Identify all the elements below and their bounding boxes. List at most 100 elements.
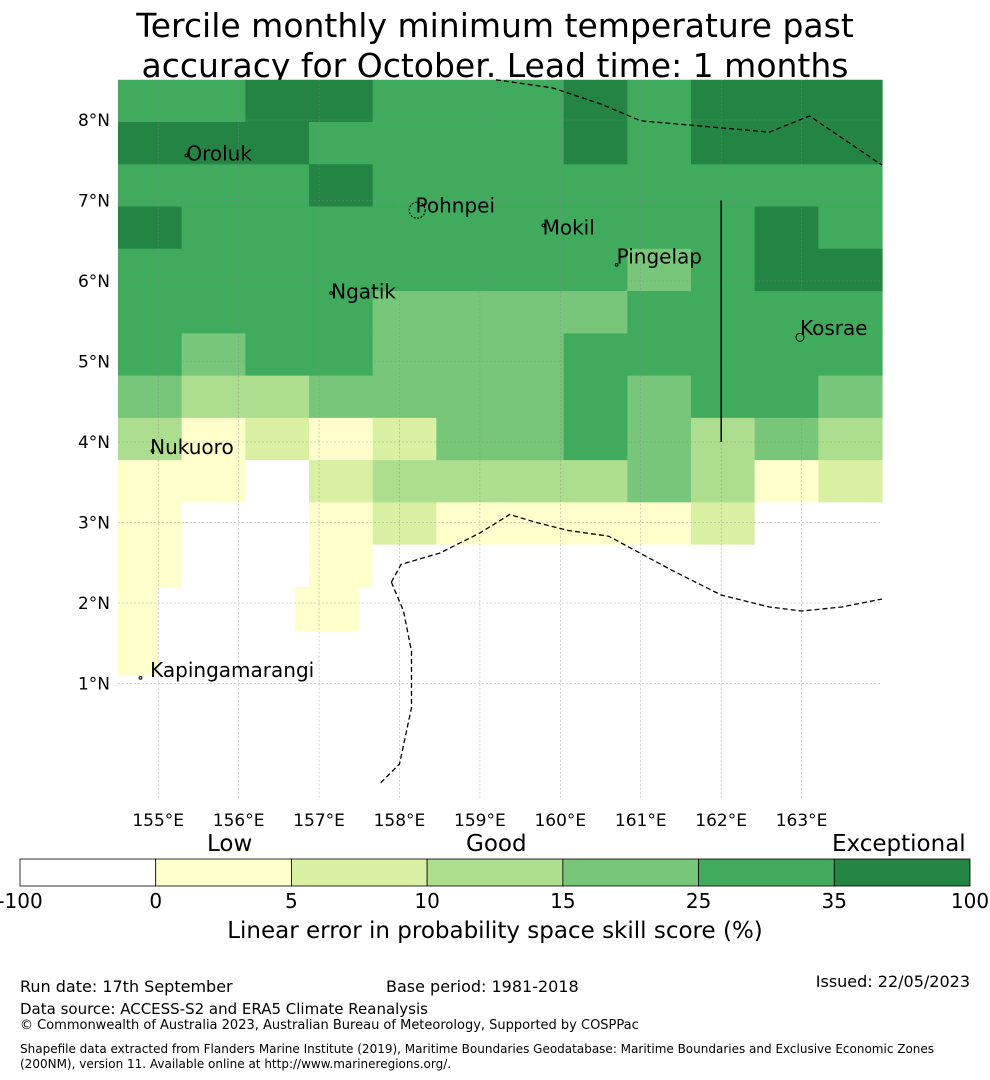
shapefile-credit: Shapefile data extracted from Flanders M…: [20, 1042, 935, 1071]
grid-cell: [563, 164, 628, 208]
grid-cell: [627, 375, 692, 419]
grid-cell: [436, 206, 501, 250]
grid-cell: [818, 206, 883, 250]
grid-cell: [563, 460, 628, 503]
grid-cell: [372, 291, 437, 334]
grid-cell: [627, 417, 692, 461]
latitude-tick-label: 8°N: [78, 111, 110, 131]
grid-cell: [181, 206, 246, 250]
grid-cell: [818, 375, 883, 419]
grid-cell: [309, 79, 374, 123]
copyright: © Commonwealth of Australia 2023, Austra…: [20, 1018, 639, 1033]
grid-cell: [245, 502, 310, 546]
grid-cell: [118, 375, 183, 419]
grid-cell: [118, 333, 183, 377]
grid-cell: [181, 291, 246, 334]
longitude-tick-label: 160°E: [534, 811, 586, 831]
grid-cell: [309, 502, 374, 546]
latitude-tick-label: 6°N: [78, 272, 110, 292]
grid-cell: [563, 291, 628, 334]
island-outline: [184, 153, 189, 158]
island-outline: [329, 291, 334, 295]
grid-cell: [691, 460, 756, 503]
grid-cell: [372, 164, 437, 208]
grid-cell: [245, 291, 310, 334]
legend-heading-low: Low: [207, 831, 253, 857]
grid-cell: [500, 417, 565, 461]
base-period: Base period: 1981-2018: [386, 977, 579, 996]
grid-cell: [818, 291, 883, 334]
eez-boundary-line: [390, 513, 883, 612]
grid-cell: [181, 248, 246, 292]
grid-cell: [500, 375, 565, 419]
grid-cell: [754, 206, 819, 250]
grid-cell: [754, 460, 819, 503]
grid-cell: [818, 417, 883, 461]
grid-cell: [181, 502, 246, 546]
island-outline: [408, 201, 426, 219]
axis-labels: 8°N 7°N 6°N 5°N 4°N 3°N 2°N 1°N 155°E 156°E 157°E 1…: [78, 111, 827, 831]
colorbar-tick-label: 0: [149, 889, 162, 913]
colorbar-segment: [19, 858, 157, 887]
longitude-tick-label: 159°E: [454, 811, 506, 831]
grid-cell: [818, 544, 883, 588]
islands: [138, 153, 805, 680]
grid-cell: [627, 460, 692, 503]
grid-cell: [181, 164, 246, 208]
grid-cell: [691, 248, 756, 292]
legend-heading-good: Good: [466, 831, 527, 857]
longitude-tick-label: 158°E: [374, 811, 426, 831]
colorbar-segment: [426, 858, 564, 887]
grid-cell: [754, 291, 819, 334]
grid-cell: [181, 460, 246, 503]
grid-cell: [818, 333, 883, 377]
grid-cell: [118, 291, 183, 334]
grid-cell: [818, 502, 883, 546]
island-outline: [795, 332, 805, 342]
colorbar-tick-label: 100: [951, 889, 989, 913]
grid-cell: [118, 586, 159, 676]
place-labels: Oroluk Pohnpei Mokil Pingelap Ngatik Kosrae Nu…: [150, 141, 867, 682]
grid-cell: [372, 375, 437, 419]
grid-cell: [372, 122, 437, 165]
grid-cell: [372, 502, 437, 546]
grid-cell: [691, 79, 756, 123]
grid-cell: [627, 333, 692, 377]
longitude-tick-label: 156°E: [213, 811, 265, 831]
longitude-tick-label: 161°E: [615, 811, 667, 831]
issued-date: Issued: 22/05/2023: [815, 972, 970, 991]
place-label: Nukuoro: [150, 435, 234, 459]
colorbar-segment: [833, 858, 971, 887]
grid-cell: [500, 291, 565, 334]
grid-cell: [754, 164, 819, 208]
grid-cell: [245, 544, 310, 588]
grid-cell: [372, 417, 437, 461]
colorbar-tick-label: 5: [285, 889, 298, 913]
grid-cell: [436, 291, 501, 334]
grid-cell: [372, 544, 437, 588]
grid-cell: [563, 122, 628, 165]
grid-cell: [309, 248, 374, 292]
eez-boundary-line: [495, 79, 883, 166]
colorbar-tick-label: 10: [414, 889, 439, 913]
grid-cell: [245, 122, 310, 165]
island-outline: [541, 223, 546, 228]
grid-cell: [818, 164, 883, 208]
grid-cell: [436, 544, 501, 588]
grid-cell: [563, 375, 628, 419]
grid-cell: [372, 333, 437, 377]
grid-cell: [436, 333, 501, 377]
grid-cell: [627, 79, 692, 123]
grid-cell: [563, 333, 628, 377]
grid-cell: [563, 79, 628, 123]
grid-cell: [500, 333, 565, 377]
grid-cell: [245, 333, 310, 377]
grid-cell: [627, 502, 692, 546]
grid-cell: [181, 417, 246, 461]
eez-boundary-line: [378, 581, 413, 785]
grid-cell: [245, 460, 310, 503]
grid-cell: [245, 375, 310, 419]
grid-cell: [500, 164, 565, 208]
grid-cell: [500, 206, 565, 250]
island-outline: [614, 263, 619, 267]
